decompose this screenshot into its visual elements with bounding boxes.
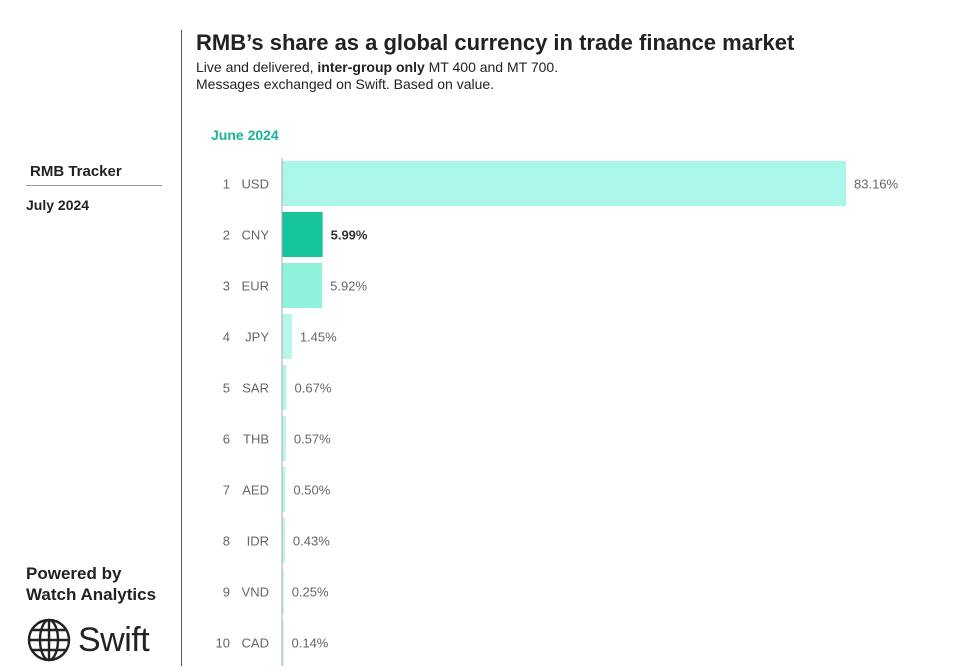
category-label: JPY [245, 330, 269, 345]
bar-vnd [282, 569, 284, 614]
logo-text: Swift [78, 620, 150, 659]
rank-label: 3 [223, 279, 230, 294]
rank-label: 2 [223, 228, 230, 243]
category-label: VND [242, 585, 269, 600]
category-label: AED [242, 483, 269, 498]
chart-header: RMB’s share as a global currency in trad… [196, 30, 794, 93]
value-label: 83.16% [854, 177, 899, 192]
tracker-date: July 2024 [26, 197, 90, 213]
subtitle-post: MT 400 and MT 700. [424, 59, 559, 75]
subtitle-line-1: Live and delivered, inter-group only MT … [196, 59, 794, 76]
bar-aed [282, 467, 286, 512]
bar-sar [282, 365, 287, 410]
bar-cad [282, 620, 284, 665]
value-label: 5.92% [330, 279, 367, 294]
bar-idr [282, 518, 285, 563]
value-label: 0.67% [295, 381, 332, 396]
vertical-divider [181, 30, 182, 666]
period-label: June 2024 [211, 127, 279, 143]
value-label: 0.57% [294, 432, 331, 447]
rank-label: 7 [223, 483, 230, 498]
category-label: CAD [242, 636, 269, 651]
rank-label: 9 [223, 585, 230, 600]
globe-icon [27, 618, 71, 662]
powered-line-1: Powered by [26, 564, 122, 583]
bar-eur [282, 263, 323, 308]
subtitle-bold: inter-group only [317, 59, 425, 75]
value-label: 0.25% [292, 585, 329, 600]
value-label: 0.43% [293, 534, 330, 549]
bar-cny [282, 212, 323, 257]
category-label: SAR [242, 381, 269, 396]
rank-label: 5 [223, 381, 230, 396]
value-label: 5.99% [331, 228, 368, 243]
value-label: 1.45% [300, 330, 337, 345]
value-label: 0.50% [293, 483, 330, 498]
category-label: EUR [242, 279, 269, 294]
bar-thb [282, 416, 286, 461]
tracker-divider [26, 185, 162, 186]
rank-label: 8 [223, 534, 230, 549]
sidebar: RMB Tracker July 2024 Powered by Watch A… [0, 0, 180, 672]
value-label: 0.14% [292, 636, 329, 651]
rank-label: 1 [223, 177, 230, 192]
category-label: CNY [242, 228, 270, 243]
category-label: THB [243, 432, 269, 447]
category-label: USD [242, 177, 269, 192]
bar-jpy [282, 314, 292, 359]
tracker-title: RMB Tracker [30, 163, 122, 180]
powered-by: Powered by Watch Analytics [26, 563, 156, 605]
bar-usd [282, 161, 846, 206]
rank-label: 10 [216, 636, 230, 651]
chart-title: RMB’s share as a global currency in trad… [196, 30, 795, 55]
subtitle-pre: Live and delivered, [196, 59, 318, 75]
subtitle-line-2: Messages exchanged on Swift. Based on va… [196, 76, 495, 92]
powered-line-2: Watch Analytics [26, 585, 157, 604]
swift-logo: Swift [26, 617, 150, 663]
rank-label: 6 [223, 432, 230, 447]
chart-subtitle: Live and delivered, inter-group only MT … [196, 59, 794, 93]
category-label: IDR [247, 534, 269, 549]
rank-label: 4 [223, 330, 230, 345]
